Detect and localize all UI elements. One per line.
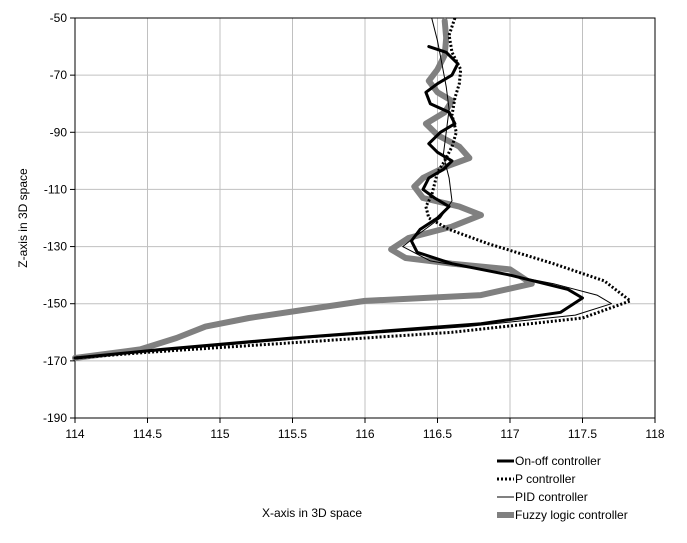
x-tick-label: 116: [355, 427, 374, 441]
y-tick-label: -130: [43, 240, 67, 254]
series-line-fuzzy-logic-controller: [72, 17, 535, 361]
y-tick-label: -170: [43, 354, 67, 368]
grid-lines: [74, 17, 656, 419]
y-tick-label: -90: [50, 125, 68, 139]
x-tick-label: 118: [645, 427, 664, 441]
y-tick-label: -150: [43, 297, 67, 311]
x-tick-label: 114: [65, 427, 84, 441]
legend-label: On-off controller: [515, 454, 601, 468]
legend-label: P controller: [515, 472, 575, 486]
series-layer: [72, 17, 632, 361]
x-tick-label: 117: [500, 427, 519, 441]
legend: On-off controller P controller PID control…: [497, 454, 628, 522]
y-tick-label: -110: [44, 182, 67, 196]
series-line-p-controller: [74, 17, 632, 360]
x-tick-label: 115.5: [278, 427, 307, 441]
y-axis-ticks: -50 -70 -90 -110 -130 -150 -170 -190: [43, 11, 75, 425]
y-tick-label: -70: [50, 68, 68, 82]
legend-label: Fuzzy logic controller: [515, 508, 628, 522]
series-line-on-off-controller: [73, 45, 584, 360]
legend-label: PID controller: [515, 490, 588, 504]
x-tick-label: 116.5: [423, 427, 452, 441]
x-axis-title: X-axis in 3D space: [262, 506, 362, 520]
x-tick-label: 114.5: [133, 427, 162, 441]
y-axis-title: Z-axis in 3D space: [16, 168, 30, 268]
y-tick-label: -50: [50, 11, 68, 25]
y-tick-label: -190: [43, 411, 67, 425]
x-axis-ticks: 114 114.5 115 115.5 116 116.5 117 117.5 118: [65, 418, 665, 441]
x-tick-label: 115: [210, 427, 229, 441]
x-tick-label: 117.5: [568, 427, 597, 441]
series-line-pid-controller: [74, 17, 612, 359]
